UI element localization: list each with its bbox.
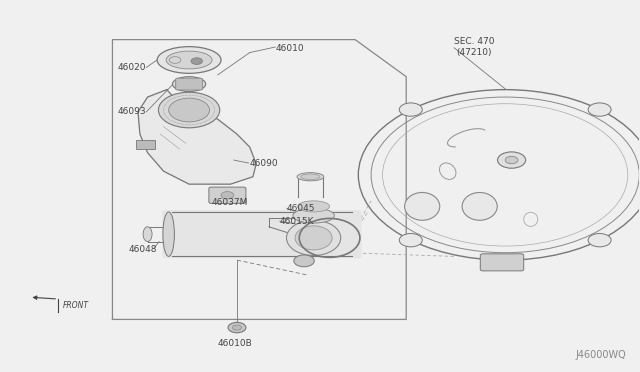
Circle shape xyxy=(228,323,246,333)
FancyBboxPatch shape xyxy=(480,254,524,271)
Circle shape xyxy=(497,152,525,168)
Text: 46048: 46048 xyxy=(129,244,157,253)
Ellipse shape xyxy=(166,51,212,69)
Text: 46037M: 46037M xyxy=(211,198,248,207)
Text: 46010: 46010 xyxy=(275,44,304,53)
Circle shape xyxy=(399,103,422,116)
Ellipse shape xyxy=(298,201,330,212)
FancyBboxPatch shape xyxy=(163,210,362,258)
Ellipse shape xyxy=(163,212,174,256)
Circle shape xyxy=(399,234,422,247)
Text: 46010B: 46010B xyxy=(218,339,253,348)
Text: 46015K: 46015K xyxy=(280,217,314,226)
Circle shape xyxy=(232,325,241,330)
Circle shape xyxy=(588,103,611,116)
Ellipse shape xyxy=(295,226,332,250)
Ellipse shape xyxy=(404,192,440,220)
Circle shape xyxy=(588,234,611,247)
Circle shape xyxy=(294,255,314,267)
Ellipse shape xyxy=(287,220,340,256)
Ellipse shape xyxy=(173,77,205,92)
Ellipse shape xyxy=(301,174,320,180)
Ellipse shape xyxy=(293,208,334,223)
Ellipse shape xyxy=(297,173,324,181)
Text: 46020: 46020 xyxy=(118,63,146,72)
Ellipse shape xyxy=(143,227,152,241)
Text: J46000WQ: J46000WQ xyxy=(576,350,627,360)
Text: SEC. 470
(47210): SEC. 470 (47210) xyxy=(454,37,495,57)
Text: 46090: 46090 xyxy=(250,159,278,168)
FancyBboxPatch shape xyxy=(175,78,202,90)
Circle shape xyxy=(191,58,202,64)
Text: FRONT: FRONT xyxy=(63,301,89,310)
Text: 46045: 46045 xyxy=(287,204,316,213)
Polygon shape xyxy=(138,90,256,184)
FancyBboxPatch shape xyxy=(209,187,246,203)
Ellipse shape xyxy=(462,192,497,220)
Ellipse shape xyxy=(157,46,221,73)
Circle shape xyxy=(159,92,220,128)
Circle shape xyxy=(169,98,209,122)
Text: 46093: 46093 xyxy=(118,108,146,116)
Circle shape xyxy=(505,156,518,164)
Circle shape xyxy=(221,192,234,199)
Bar xyxy=(136,140,156,149)
